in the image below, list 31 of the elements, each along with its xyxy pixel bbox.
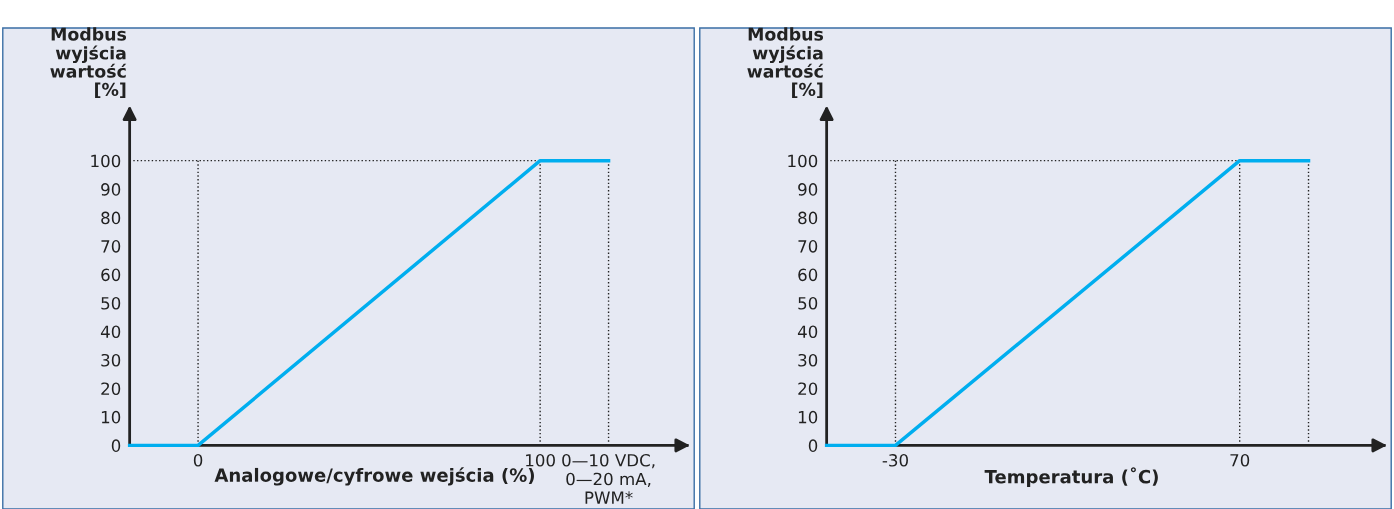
x-tick-label: -30 bbox=[882, 454, 908, 467]
y-tick-label: 40 bbox=[100, 325, 121, 339]
y-axis-title: Modbus wyjścia wartość [%] bbox=[747, 27, 824, 99]
y-tick-label: 10 bbox=[798, 410, 818, 424]
y-tick-label: 50 bbox=[798, 296, 818, 310]
y-tick-label: 20 bbox=[101, 382, 121, 396]
y-tick-label: 0 bbox=[808, 439, 818, 452]
x-tick-label: 100 bbox=[526, 454, 555, 467]
y-tick-label: 90 bbox=[101, 183, 121, 196]
y-tick-label: 60 bbox=[101, 268, 121, 282]
y-tick-label: 90 bbox=[798, 183, 818, 196]
y-tick-label: 70 bbox=[101, 240, 121, 253]
x-axis-title: Temperatura (˚C) bbox=[984, 467, 1158, 487]
y-axis-title: Modbus wyjścia wartość [%] bbox=[50, 27, 127, 99]
y-tick-label: 80 bbox=[101, 211, 121, 225]
y-tick-label: 100 bbox=[788, 154, 818, 168]
y-tick-label: 0 bbox=[111, 439, 121, 452]
y-tick-label: 60 bbox=[798, 268, 818, 282]
y-tick-label: 100 bbox=[91, 154, 121, 168]
y-tick-label: 10 bbox=[101, 410, 121, 424]
y-tick-label: 80 bbox=[798, 211, 818, 225]
y-tick-label: 50 bbox=[101, 296, 121, 310]
x-tick-label: 0 bbox=[193, 454, 203, 467]
x-tick-label: 0—10 VDC, 0—20 mA, PWM* bbox=[562, 454, 655, 504]
x-tick-label: 70 bbox=[1230, 454, 1250, 467]
y-tick-label: 30 bbox=[798, 353, 818, 367]
y-tick-label: 20 bbox=[798, 382, 818, 396]
y-tick-label: 40 bbox=[797, 325, 818, 339]
y-tick-label: 30 bbox=[101, 353, 121, 367]
y-tick-label: 70 bbox=[798, 240, 818, 253]
x-axis-title: Analogowe/cyfrowe wejścia (%) bbox=[214, 467, 534, 486]
